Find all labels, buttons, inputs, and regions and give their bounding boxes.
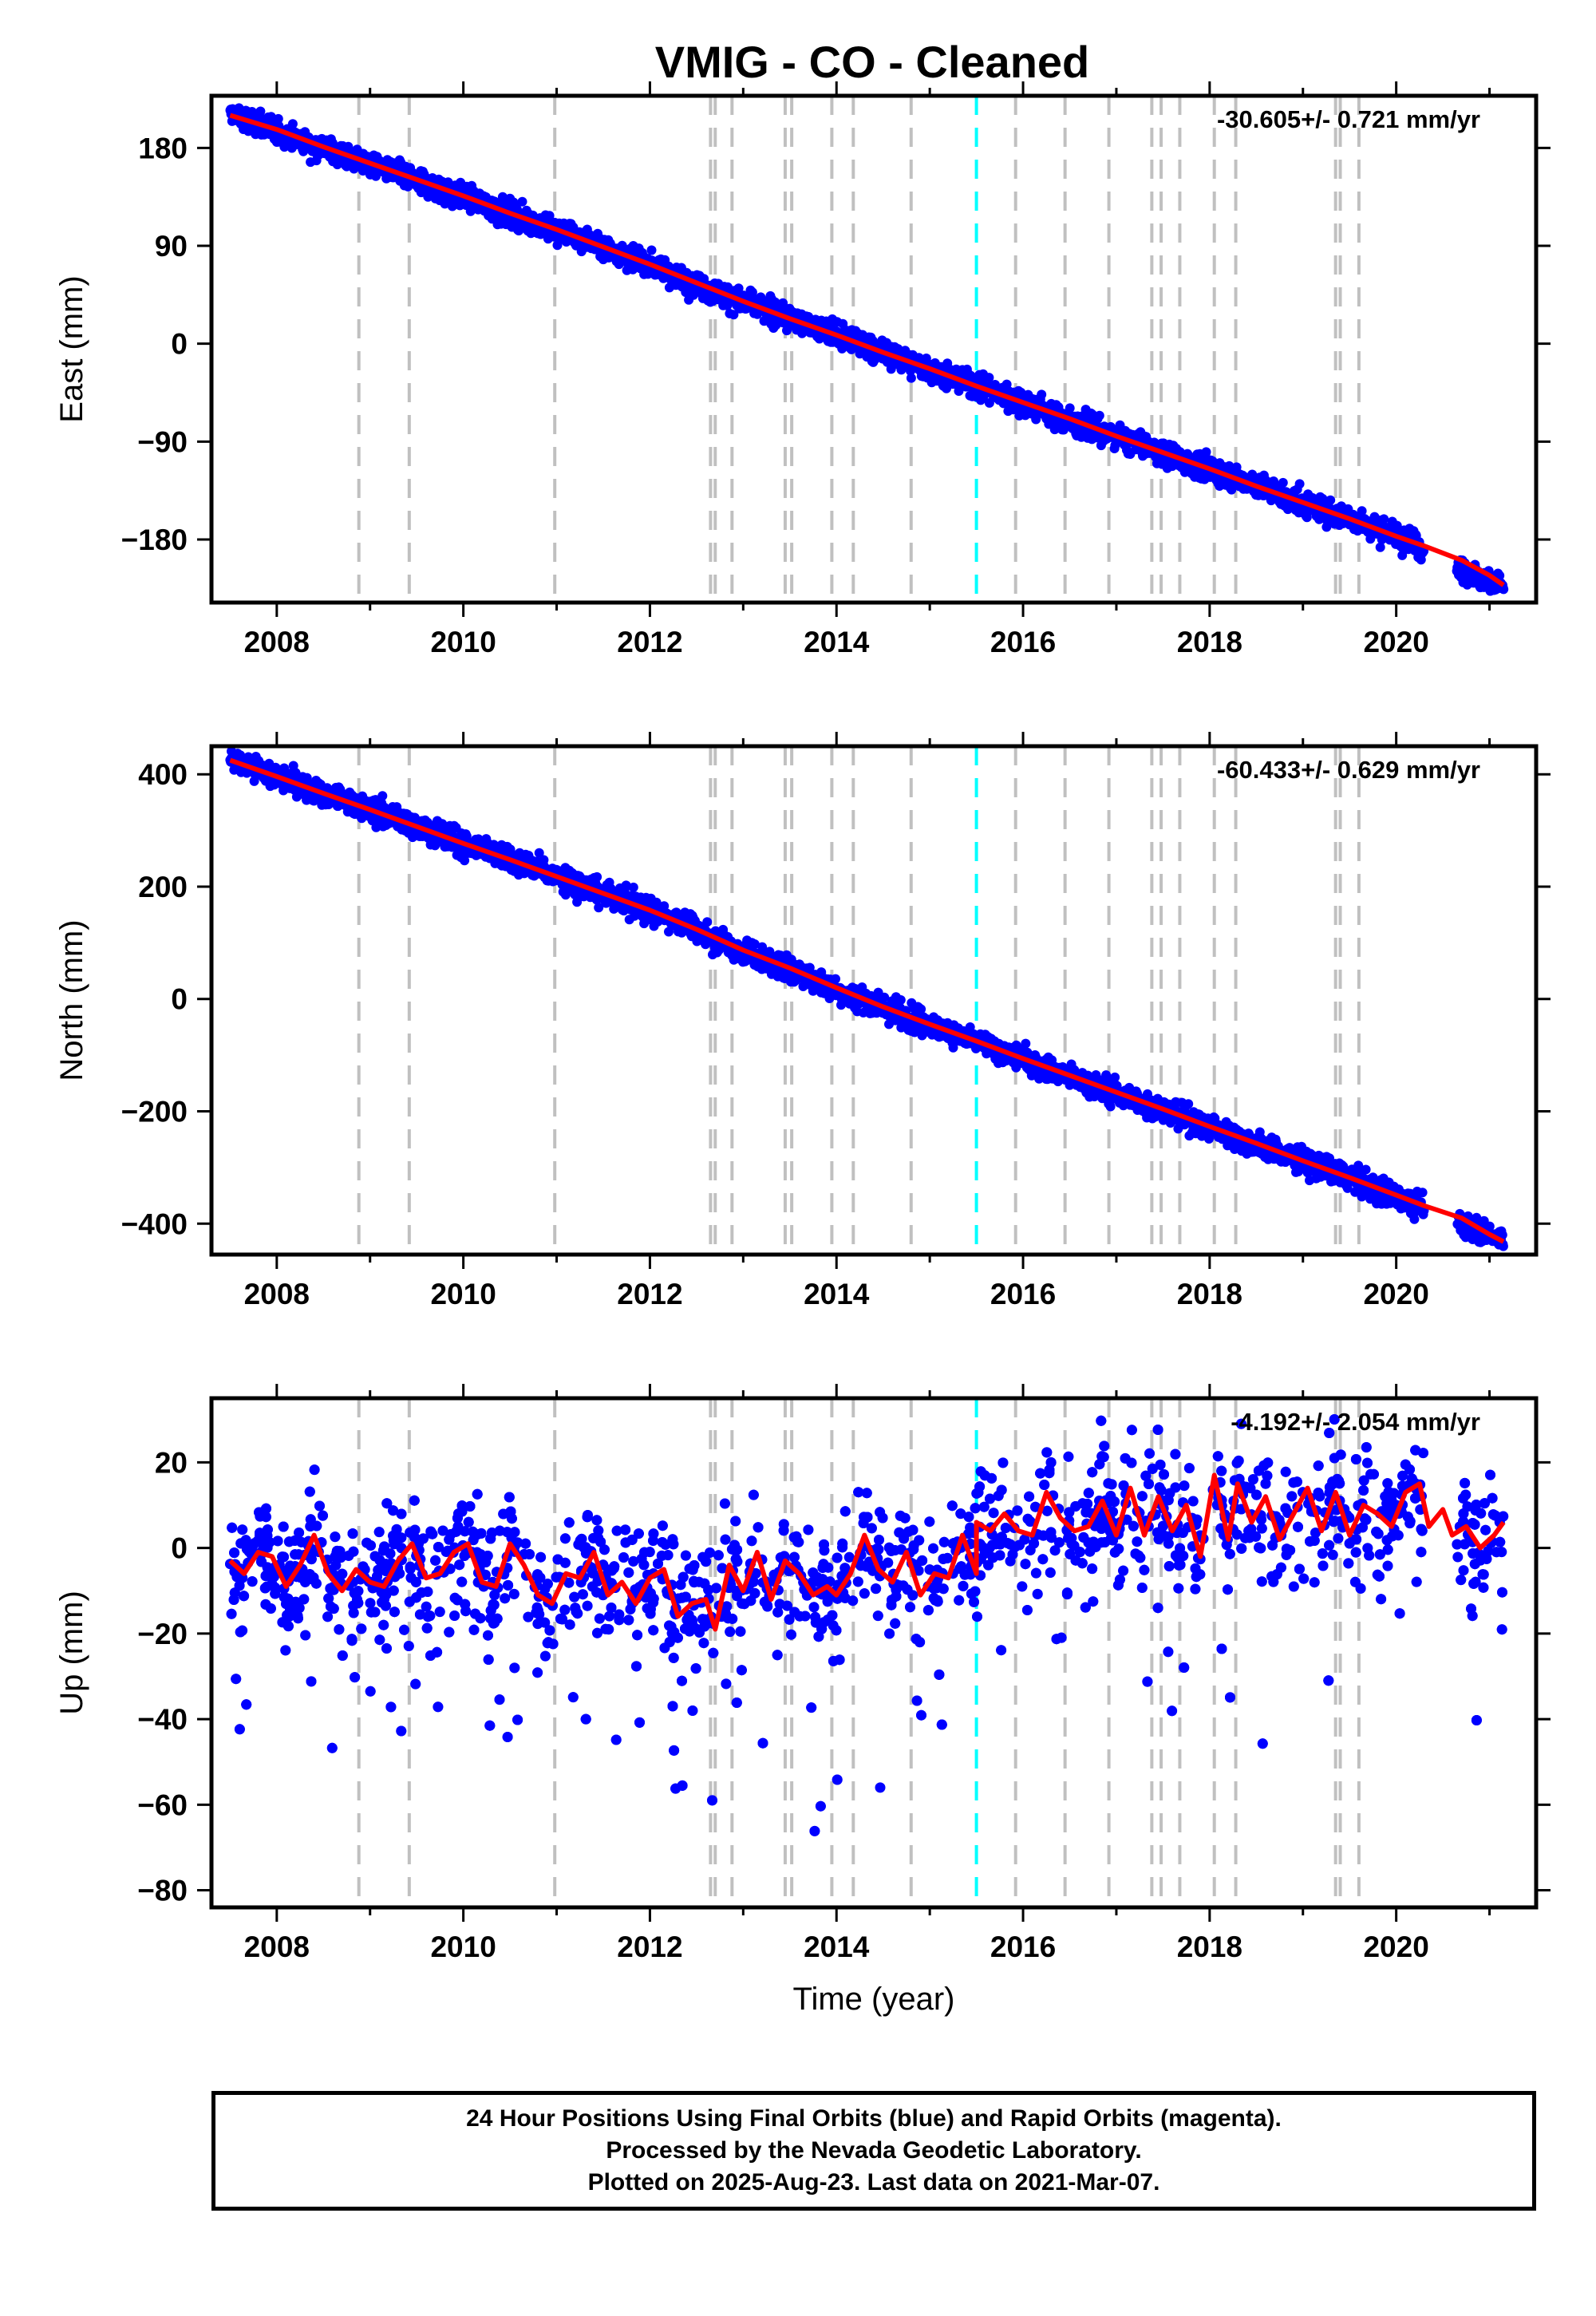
x-tick-label: 2014	[804, 626, 870, 658]
data-point	[1278, 477, 1288, 488]
data-point	[1353, 1160, 1364, 1171]
data-point	[749, 939, 760, 949]
data-point	[702, 917, 713, 927]
data-point	[895, 995, 906, 1005]
data-point	[729, 310, 739, 320]
data-point	[1031, 414, 1041, 425]
y-tick-label: −90	[137, 425, 188, 458]
data-point	[1110, 1072, 1120, 1082]
data-point	[1094, 410, 1104, 421]
data-point	[377, 791, 388, 801]
velocity-rate-label: -30.605+/- 0.721 mm/yr	[1217, 105, 1480, 133]
plot-area	[225, 746, 1508, 1255]
data-point	[1325, 495, 1336, 505]
data-point	[646, 245, 657, 255]
data-point	[1375, 542, 1385, 552]
data-point	[1204, 1134, 1214, 1144]
x-tick-label: 2020	[1363, 626, 1428, 658]
data-point	[906, 373, 916, 383]
x-tick-label: 2018	[1177, 626, 1242, 658]
plot-area	[225, 96, 1509, 603]
data-point	[1321, 522, 1332, 532]
data-point	[1065, 403, 1075, 413]
data-point	[273, 113, 283, 124]
data-point	[1499, 584, 1509, 595]
data-point	[782, 326, 792, 336]
data-point	[916, 1004, 926, 1014]
data-point	[1183, 1099, 1194, 1109]
east-panel: 2008 2010 2012 2014 2016 2018 2020 180 90 0 −90 −18…	[54, 81, 1551, 658]
data-point	[255, 106, 266, 117]
plot-frame	[209, 93, 1539, 605]
x-tick-label: 2012	[617, 626, 682, 658]
data-point	[534, 848, 544, 858]
data-point	[831, 974, 840, 984]
data-point	[1379, 514, 1389, 524]
data-point	[1201, 447, 1211, 457]
data-point	[1361, 1164, 1371, 1175]
data-point	[539, 855, 549, 865]
data-point	[460, 856, 470, 866]
data-point	[302, 773, 312, 783]
data-point	[984, 373, 994, 383]
data-point	[1021, 1038, 1031, 1049]
north-panel: 2008 2010 2012 2014 2016 2018 20204002000−200−…	[54, 732, 1551, 1310]
data-point	[659, 901, 670, 911]
y-tick-label: 0	[171, 328, 188, 361]
data-point	[621, 880, 631, 891]
data-point	[804, 962, 815, 973]
data-point	[592, 871, 602, 882]
data-point	[1294, 479, 1305, 489]
data-point	[1105, 1101, 1116, 1112]
data-points	[225, 103, 1509, 596]
data-point	[984, 397, 994, 408]
data-point	[594, 903, 604, 913]
y-axis-label: East (mm)	[54, 275, 89, 422]
data-point	[628, 882, 638, 892]
y-tick-label: 90	[155, 230, 188, 263]
data-point	[733, 283, 744, 294]
data-point	[1037, 389, 1047, 400]
data-point	[1357, 506, 1367, 516]
figure-title: VMIG - CO - Cleaned	[655, 37, 1090, 87]
data-point	[879, 992, 890, 1002]
model-fit-line	[229, 113, 1505, 587]
y-tick-label: −180	[121, 524, 188, 556]
x-tick-label: 2016	[990, 626, 1056, 658]
x-tick-label: 2010	[430, 626, 496, 658]
data-point	[517, 196, 527, 207]
x-tick-label: 2008	[244, 626, 310, 658]
data-point	[287, 119, 298, 129]
y-tick-label: 180	[138, 132, 188, 164]
